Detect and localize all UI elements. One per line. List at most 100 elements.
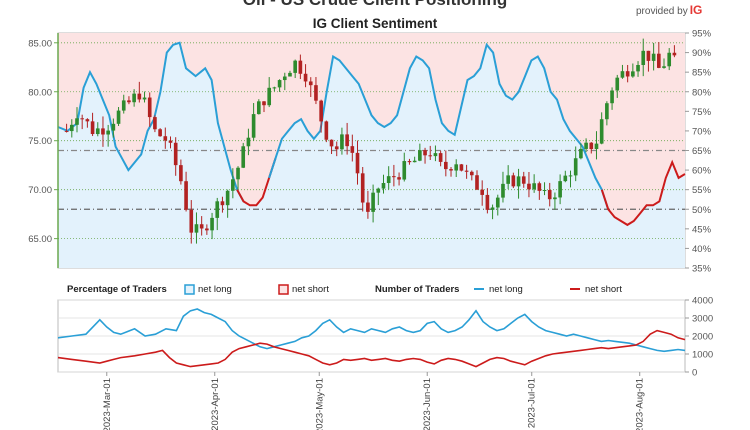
legend-net-short-label: net short	[292, 284, 329, 295]
candle-body	[480, 189, 485, 195]
candle-body	[490, 207, 495, 210]
candle-body	[558, 181, 562, 198]
pct-tick-label: 40%	[692, 244, 712, 255]
candle-body	[542, 190, 547, 192]
candle-body	[246, 137, 251, 147]
price-tick-label: 70.00	[28, 185, 52, 196]
candle-body	[231, 179, 235, 191]
candle-body	[220, 201, 225, 206]
candle-body	[111, 123, 116, 131]
candle-body	[386, 176, 391, 184]
candle-body	[215, 201, 220, 218]
legend-long-swatch	[184, 284, 195, 295]
date-tick-label: 2023-Apr-01	[210, 378, 221, 430]
candle-body	[80, 118, 85, 120]
candle-body	[236, 167, 240, 180]
brand-credit: provided by IG	[636, 3, 702, 17]
candle-body	[454, 164, 459, 171]
pct-tick-label: 45%	[692, 224, 712, 235]
legend-net-long-label: net long	[198, 284, 232, 295]
candle-body	[610, 90, 614, 104]
candle-body	[563, 175, 568, 182]
candle-body	[137, 93, 142, 100]
date-tick-label: 2023-Aug-01	[635, 378, 646, 430]
date-tick-label: 2023-May-01	[314, 378, 325, 430]
candle-body	[85, 119, 90, 122]
candle-body	[173, 142, 178, 166]
candle-body	[407, 161, 412, 163]
candle-body	[428, 155, 433, 157]
candle-body	[381, 183, 386, 189]
candle-body	[547, 190, 552, 200]
candle-body	[147, 97, 152, 118]
candle-body	[620, 71, 625, 78]
candle-body	[256, 101, 261, 115]
candle-body	[329, 139, 334, 147]
candle-body	[589, 142, 594, 150]
candle-body	[485, 194, 490, 210]
candle-body	[69, 124, 74, 132]
candle-body	[412, 160, 417, 163]
candle-body	[376, 188, 381, 193]
candle-body	[672, 52, 677, 56]
candle-body	[594, 143, 599, 150]
candle-body	[433, 153, 438, 157]
candle-body	[163, 136, 168, 141]
pct-tick-label: 35%	[692, 264, 712, 275]
candle-body	[464, 170, 469, 172]
candle-body	[651, 53, 656, 61]
candle-body	[371, 192, 375, 212]
pct-tick-label: 85%	[692, 68, 712, 79]
candle-body	[272, 87, 277, 89]
pct-tick-label: 95%	[692, 29, 712, 40]
candle-body	[90, 121, 95, 135]
candle-body	[308, 81, 313, 86]
candle-body	[579, 148, 583, 159]
candle-body	[199, 224, 204, 229]
pct-tick-label: 50%	[692, 205, 712, 216]
candle-body	[495, 197, 500, 208]
net-short-pct-line	[600, 159, 686, 227]
candle-body	[153, 117, 157, 130]
count-tick-label: 3000	[692, 314, 713, 325]
price-tick-label: 75.00	[28, 136, 52, 147]
candle-body	[75, 118, 79, 125]
candle-body	[158, 129, 162, 137]
candle-body	[64, 130, 69, 132]
candle-body	[636, 65, 640, 72]
candle-body	[262, 101, 266, 106]
pct-tick-label: 70%	[692, 126, 712, 137]
candle-body	[277, 80, 282, 88]
candle-body	[584, 142, 588, 149]
candle-body	[511, 175, 516, 187]
candle-body	[397, 177, 401, 180]
candle-body	[459, 164, 464, 171]
price-tick-label: 85.00	[28, 38, 52, 49]
candle-body	[641, 50, 646, 66]
candle-body	[605, 103, 609, 120]
pct-tick-label: 75%	[692, 107, 712, 118]
candle-body	[184, 181, 188, 210]
pct-tick-label: 65%	[692, 146, 712, 157]
candle-body	[298, 60, 303, 74]
ig-logo: IG	[689, 3, 703, 17]
net-long-pct-line	[268, 42, 610, 210]
candle-body	[101, 128, 105, 135]
candle-body	[537, 183, 542, 191]
pct-tick-label: 60%	[692, 166, 712, 177]
candle-body	[475, 175, 479, 190]
candle-body	[132, 93, 136, 103]
candle-body	[532, 183, 536, 190]
count-tick-label: 2000	[692, 332, 713, 343]
candle-body	[599, 119, 604, 144]
candle-body	[95, 128, 100, 135]
candle-body	[392, 176, 396, 178]
candle-body	[667, 52, 672, 67]
candle-body	[334, 146, 339, 150]
brand-mark: DFX	[636, 0, 696, 3]
candle-body	[662, 66, 666, 68]
page-title: Oil - US Crude Client Positioning	[0, 0, 750, 10]
candle-body	[568, 175, 573, 177]
candle-body	[210, 217, 214, 231]
chart-subtitle: IG Client Sentiment	[312, 16, 438, 31]
